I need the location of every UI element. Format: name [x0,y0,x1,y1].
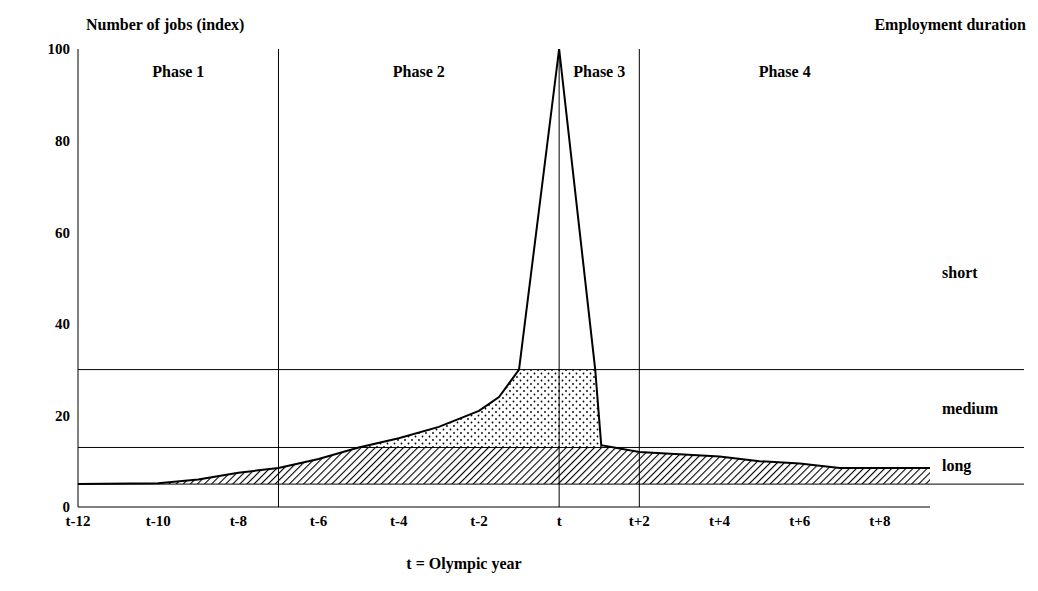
svg-text:t-6: t-6 [310,513,328,529]
svg-text:Phase 4: Phase 4 [759,63,811,80]
svg-text:t-10: t-10 [146,513,171,529]
svg-text:40: 40 [55,316,70,332]
svg-text:short: short [942,264,978,281]
svg-text:t: t [557,513,562,529]
svg-text:Phase 2: Phase 2 [393,63,445,80]
svg-text:t-12: t-12 [65,512,91,529]
svg-text:100: 100 [48,41,71,57]
svg-text:t-8: t-8 [230,513,248,529]
svg-text:20: 20 [55,408,70,424]
svg-text:long: long [942,457,971,475]
svg-text:60: 60 [55,225,70,241]
svg-text:Employment duration: Employment duration [874,16,1026,34]
svg-text:t+2: t+2 [629,513,650,529]
svg-text:Phase 1: Phase 1 [152,63,204,80]
svg-text:t+8: t+8 [869,513,890,529]
svg-text:t-2: t-2 [470,513,488,529]
svg-text:t = Olympic year: t = Olympic year [406,555,521,573]
svg-text:Phase 3: Phase 3 [573,63,625,80]
svg-text:medium: medium [942,400,999,417]
svg-text:80: 80 [55,133,70,149]
svg-text:t-4: t-4 [390,513,408,529]
svg-text:t+4: t+4 [709,513,731,529]
svg-text:t+6: t+6 [789,513,811,529]
svg-text:0: 0 [63,499,71,515]
svg-text:Number of jobs (index): Number of jobs (index) [86,16,244,34]
